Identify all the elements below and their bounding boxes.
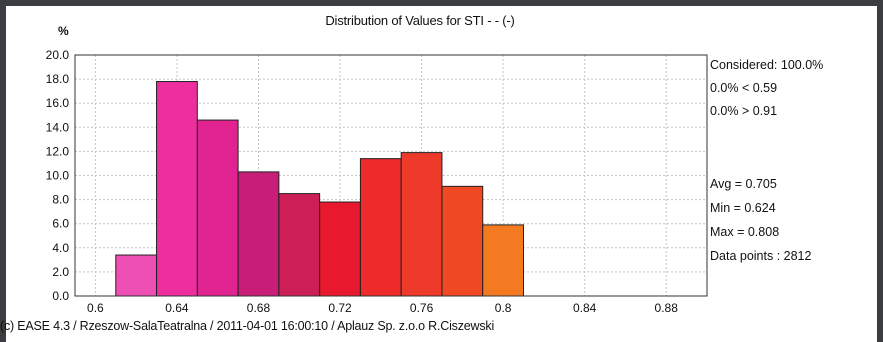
histogram-bar — [115, 254, 158, 297]
stat-average: Avg = 0.705 — [710, 177, 777, 191]
y-tick-label: 2.0 — [52, 265, 69, 279]
x-tick-label: 0.88 — [655, 301, 679, 315]
histogram-bar — [237, 171, 280, 297]
x-tick-label: 0.8 — [495, 301, 512, 315]
histogram-bar — [400, 152, 443, 297]
stat-considered: Considered: 100.0% — [710, 58, 824, 72]
y-tick-label: 18.0 — [46, 72, 70, 86]
histogram-bar — [441, 185, 484, 297]
y-tick-label: 16.0 — [46, 96, 70, 110]
stat-below-range: 0.0% < 0.59 — [710, 81, 778, 95]
y-tick-label: 4.0 — [52, 241, 69, 255]
histogram-bar — [359, 158, 402, 297]
histogram-bar — [278, 193, 321, 297]
y-tick-label: 0.0 — [52, 289, 69, 303]
stat-above-range: 0.0% > 0.91 — [710, 104, 778, 118]
x-tick-label: 0.72 — [328, 301, 352, 315]
y-tick-label: 14.0 — [46, 120, 70, 134]
y-tick-label: 12.0 — [46, 144, 70, 158]
x-tick-label: 0.68 — [247, 301, 271, 315]
footer-credits: (c) EASE 4.3 / Rzeszow-SalaTeatralna / 2… — [0, 319, 495, 333]
histogram-bar — [319, 201, 361, 297]
stat-minimum: Min = 0.624 — [710, 201, 776, 215]
stat-maximum: Max = 0.808 — [710, 225, 780, 239]
x-tick-label: 0.64 — [165, 301, 189, 315]
y-tick-label: 20.0 — [46, 48, 70, 62]
y-tick-label: 8.0 — [52, 193, 69, 207]
y-tick-label: 6.0 — [52, 217, 69, 231]
histogram-bar — [482, 224, 525, 297]
plot-frame — [74, 54, 708, 297]
y-tick-label: 10.0 — [46, 169, 70, 183]
x-tick-label: 0.84 — [573, 301, 597, 315]
x-tick-label: 0.6 — [87, 301, 104, 315]
histogram-bar — [196, 119, 239, 297]
stat-data-points: Data points : 2812 — [710, 249, 812, 263]
chart-title: Distribution of Values for STI - - (-) — [325, 13, 515, 28]
y-axis-unit-label: % — [58, 24, 69, 38]
x-tick-label: 0.76 — [410, 301, 434, 315]
histogram-bar — [156, 81, 198, 297]
